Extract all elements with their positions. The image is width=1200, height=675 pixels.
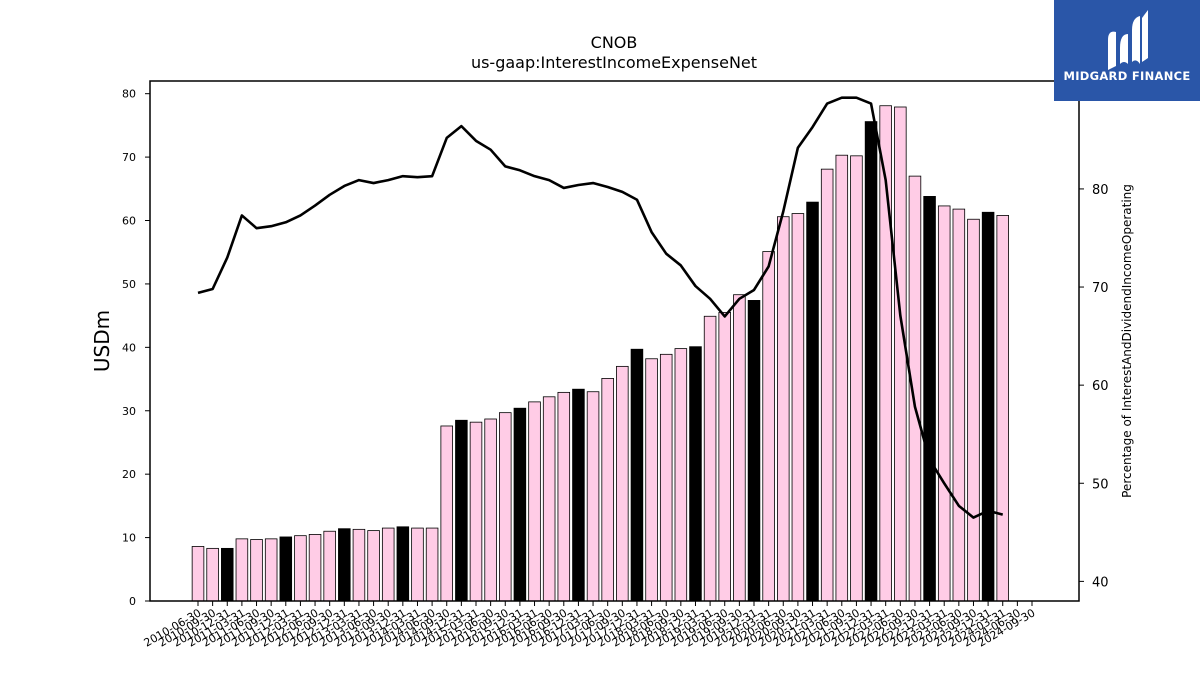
bar <box>996 215 1009 602</box>
bar <box>630 348 644 602</box>
percentage-line <box>197 96 1004 519</box>
bar <box>499 412 512 602</box>
bar <box>411 527 424 602</box>
bar <box>937 205 951 602</box>
bar <box>894 106 907 602</box>
bar <box>733 294 746 602</box>
y2-tick-label: 80 <box>1092 183 1109 198</box>
bar <box>777 216 790 602</box>
y-tick-label: 50 <box>122 278 136 291</box>
bar <box>221 547 234 602</box>
bar <box>820 168 834 602</box>
y-tick-label: 60 <box>122 215 136 228</box>
y-tick-label: 30 <box>122 405 136 418</box>
bar <box>469 421 483 602</box>
bar <box>250 539 263 602</box>
y-tick-label: 80 <box>122 88 136 101</box>
bar <box>308 534 322 602</box>
bar <box>425 527 439 602</box>
bar <box>294 535 307 602</box>
y-tick-label: 40 <box>122 341 136 354</box>
bar <box>791 213 805 602</box>
y2-tick-label: 70 <box>1092 281 1109 296</box>
bar <box>981 211 995 602</box>
y-tick-label: 70 <box>122 151 136 164</box>
logo-text: MIDGARD FINANCE <box>1063 69 1191 83</box>
y2-axis-label: Percentage of InterestAndDividendIncomeO… <box>1120 184 1134 498</box>
bar <box>952 208 966 602</box>
bar <box>850 155 863 602</box>
bar <box>747 300 761 602</box>
bar <box>806 201 819 602</box>
bar <box>616 365 629 602</box>
bar <box>542 396 556 602</box>
bar <box>586 391 600 602</box>
bar <box>528 401 541 602</box>
bar <box>645 358 658 602</box>
bar <box>206 547 219 602</box>
bar <box>367 530 380 602</box>
bar <box>659 353 673 602</box>
chart-title: CNOB <box>591 33 638 52</box>
bar <box>513 407 527 602</box>
y2-tick-label: 50 <box>1092 477 1109 492</box>
bar <box>674 348 688 602</box>
x-axis: 2010-06-302010-09-302010-12-312011-03-31… <box>142 601 1038 650</box>
bar <box>835 154 849 602</box>
y2-tick-label: 60 <box>1092 379 1109 394</box>
bar <box>864 121 878 602</box>
bar <box>440 425 453 602</box>
bar <box>762 251 775 602</box>
bar <box>323 530 336 602</box>
bar <box>279 536 293 602</box>
bar <box>703 315 717 602</box>
y-axis-left: 0 10 20 30 40 50 60 70 80 <box>122 88 150 608</box>
plot-frame <box>149 80 1080 602</box>
y2-tick-label: 40 <box>1092 575 1109 590</box>
y-tick-label: 10 <box>122 532 136 545</box>
bar <box>381 527 395 602</box>
bar <box>352 528 366 602</box>
bar <box>264 538 278 602</box>
bar <box>338 528 351 602</box>
bar <box>718 312 731 602</box>
bar <box>557 391 571 602</box>
bar <box>235 538 249 602</box>
bar <box>191 546 205 602</box>
bar <box>396 526 410 602</box>
y-axis-right: 40 50 60 70 80 <box>1079 183 1109 590</box>
bar <box>923 196 936 602</box>
midgard-finance-logo: MIDGARD FINANCE <box>1054 0 1200 101</box>
midgard-logo-icon <box>1108 10 1148 70</box>
bar-series <box>191 105 1009 602</box>
y-tick-label: 20 <box>122 468 136 481</box>
bar <box>689 346 702 602</box>
bar <box>455 419 468 602</box>
chart-subtitle: us-gaap:InterestIncomeExpenseNet <box>471 53 757 72</box>
bar <box>484 418 497 602</box>
y-tick-label: 0 <box>129 595 136 608</box>
y-axis-label: USDm <box>90 310 114 372</box>
bar <box>601 378 614 602</box>
bar <box>572 388 585 602</box>
bar <box>967 218 980 602</box>
